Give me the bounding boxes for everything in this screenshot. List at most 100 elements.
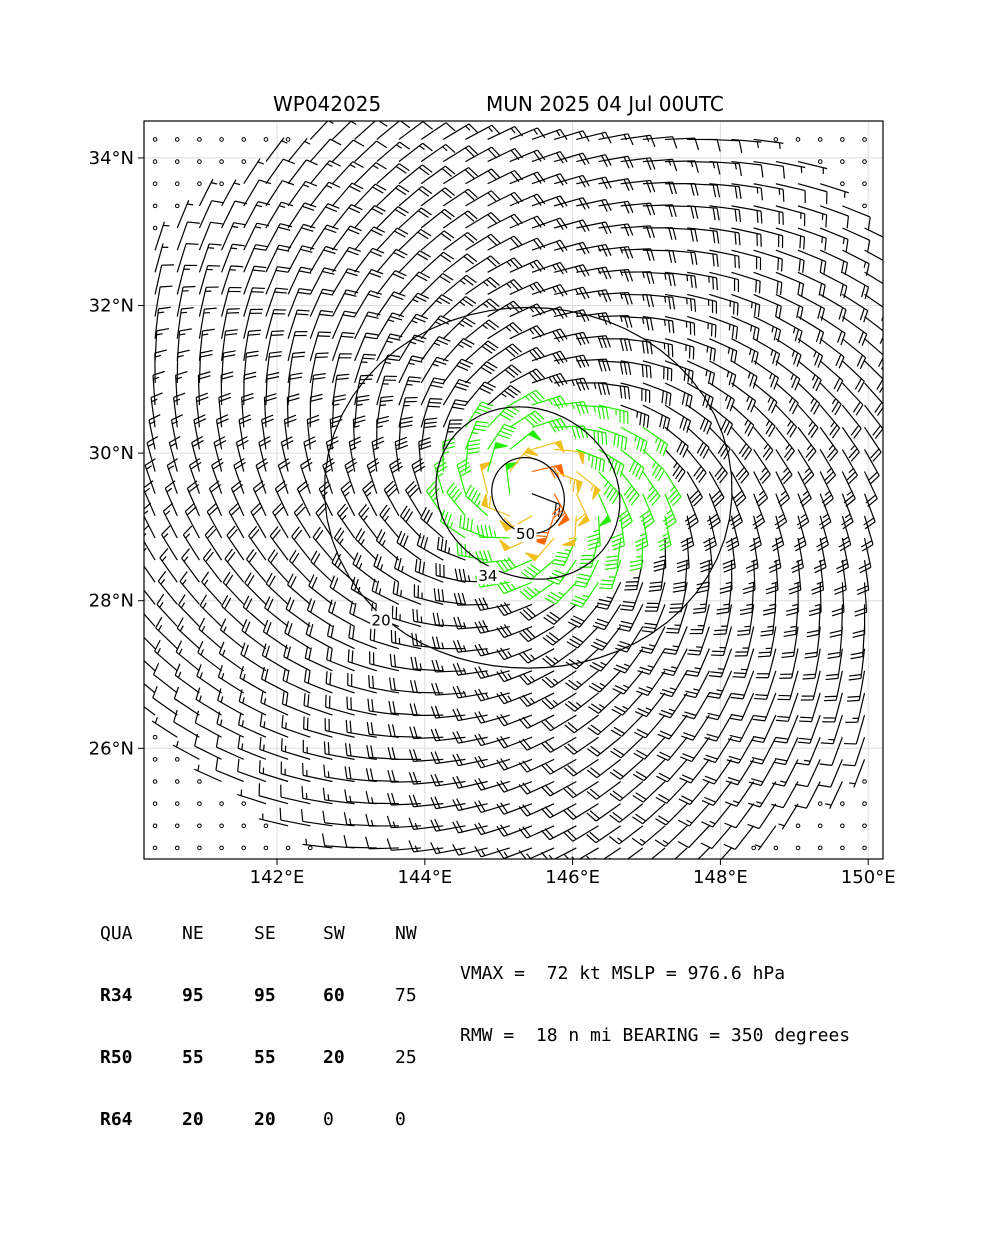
wind-barb [798,427,816,461]
wind-barb [131,694,155,715]
wind-barb [709,162,741,176]
barb-half-flag [434,343,440,345]
barb-shaft [527,826,554,838]
calm-circle [198,138,202,142]
calm-circle [220,160,224,164]
wind-barb [497,670,532,682]
barb-shaft [297,489,310,516]
cell-value: 25 [395,1048,417,1068]
barb-half-flag [553,679,558,683]
barb-flag [350,744,351,756]
barb-shaft [399,314,416,339]
barb-flag [630,564,642,567]
barb-shaft [527,782,554,795]
barb-shaft [765,693,776,721]
wind-barb [443,124,477,140]
barb-flag [267,622,271,634]
barb-flag [630,568,642,571]
calm-circle [153,780,157,784]
barb-half-flag [617,838,622,842]
calm-circle [264,846,268,850]
barb-flag [786,612,798,615]
barb-flag [216,758,218,770]
calm-circle [818,824,822,828]
barb-half-flag [623,706,628,709]
barb-half-flag [665,274,666,280]
barb-flag [818,785,830,787]
barb-half-flag [593,530,599,532]
barb-flag [773,352,776,364]
barb-flag [277,249,289,251]
barb-shaft [810,715,820,743]
wind-barb [510,260,545,272]
barb-flag [624,386,625,398]
barb-flag [847,216,848,228]
barb-flag [282,692,284,704]
wind-barb [245,573,266,605]
wind-barb [431,842,466,853]
calm-circle [841,160,845,164]
barb-flag [606,290,611,301]
barb-half-flag [264,698,265,704]
barb-shaft [798,162,827,169]
barb-half-flag [770,373,772,379]
barb-flag [351,205,362,210]
barb-shaft [527,715,554,728]
barb-shaft [719,671,731,698]
barb-half-flag [783,468,787,473]
barb-flag [186,244,198,245]
wind-barb [732,317,759,341]
wind-barb [820,228,848,252]
barb-half-flag [669,160,671,166]
barb-shaft [154,675,178,693]
barb-flag [777,716,789,717]
cell-value: 95 [182,986,204,1006]
wind-barb [183,526,199,560]
barb-flag [325,207,336,212]
wind-barb [288,289,311,317]
barb-half-flag [635,436,637,442]
y-tick-label: 30°N [89,443,134,464]
barb-half-flag [829,445,833,450]
barb-flag [853,630,865,633]
barb-flag [751,740,763,742]
wind-barb [475,711,510,723]
barb-flag [619,641,631,645]
barb-flag [624,157,629,168]
wind-barb [169,437,180,472]
wind-barb [519,848,554,860]
barb-flag [695,161,698,173]
wind-barb [842,294,867,322]
barb-flag [595,607,607,610]
barb-flag [453,709,458,720]
barb-half-flag [165,511,170,515]
wind-barb [399,165,432,184]
barb-flag [759,652,771,653]
barb-shaft [399,272,419,294]
wind-barb [798,383,820,414]
barb-shaft [349,638,377,649]
barb-flag [754,716,766,718]
wind-barb [776,405,797,437]
barb-half-flag [825,804,831,805]
wind-barb [510,282,545,294]
wind-barb [633,782,665,803]
barb-half-flag [771,350,773,356]
wind-barb [754,272,782,295]
barb-flag [454,403,466,405]
wind-barb [260,714,288,737]
barb-flag [602,290,607,301]
barb-flag [174,393,186,397]
barb-half-flag [486,693,489,698]
barb-flag [305,646,307,658]
wind-barb [825,782,842,809]
barb-half-flag [530,698,534,703]
barb-flag [254,248,266,250]
calm-circle [175,802,179,806]
barb-half-flag [164,534,168,538]
barb-flag [606,336,610,348]
barb-flag [839,308,843,320]
barb-flag [272,331,284,332]
barb-flag [726,781,738,785]
barb-half-flag [350,165,355,168]
